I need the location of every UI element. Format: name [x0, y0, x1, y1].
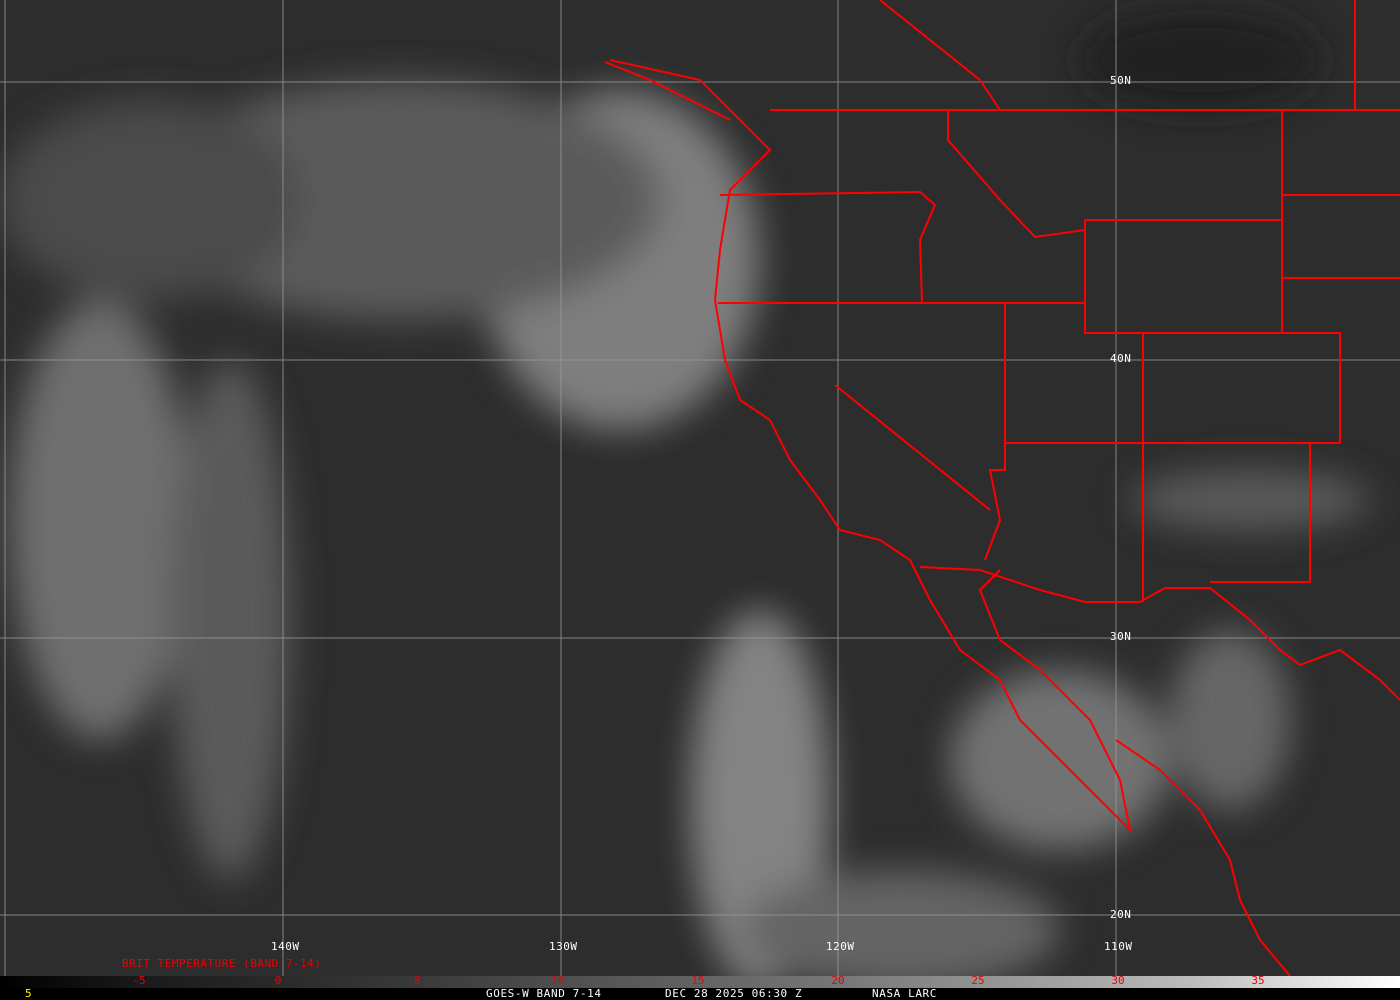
colorbar-tick: -5 — [132, 974, 146, 987]
colorbar-tick: 35 — [1251, 974, 1265, 987]
satellite-map — [0, 0, 1400, 976]
graticule — [0, 0, 1400, 976]
latitude-label: 50N — [1110, 74, 1132, 87]
political-borders — [604, 0, 1400, 976]
colorbar-title: BRIT TEMPERATURE (BAND 7-14) — [122, 957, 322, 970]
colorbar-tick: 10 — [551, 974, 565, 987]
coastline — [609, 59, 1132, 834]
longitude-label: 130W — [549, 940, 578, 953]
timestamp: DEC 28 2025 06:30 Z — [665, 987, 803, 1000]
cloud-layer — [0, 10, 1370, 976]
footer-bar: 5 GOES-W BAND 7-14 DEC 28 2025 06:30 Z N… — [0, 987, 1400, 1000]
latitude-label: 20N — [1110, 908, 1132, 921]
latitude-label: 30N — [1110, 630, 1132, 643]
colorbar-tick: 30 — [1111, 974, 1125, 987]
state-borders — [718, 0, 1400, 602]
satellite-band: GOES-W BAND 7-14 — [486, 987, 602, 1000]
colorbar-tick: 20 — [831, 974, 845, 987]
colorbar-tick: 0 — [274, 974, 282, 987]
colorbar-tick: 5 — [413, 974, 421, 987]
longitude-label: 120W — [826, 940, 855, 953]
vancouver-island — [604, 61, 731, 121]
colorbar-tick: 15 — [691, 974, 705, 987]
data-source: NASA LARC — [872, 987, 938, 1000]
colorbar-tick: 25 — [971, 974, 985, 987]
longitude-label: 110W — [1104, 940, 1133, 953]
corner-value: 5 — [25, 987, 33, 1000]
colorbar: -5 0 5 10 15 20 25 30 35 — [0, 974, 1400, 988]
mainland-mexico-coast — [1115, 739, 1291, 976]
longitude-label: 140W — [271, 940, 300, 953]
us-mexico-border — [919, 566, 1400, 701]
latitude-label: 40N — [1110, 352, 1132, 365]
